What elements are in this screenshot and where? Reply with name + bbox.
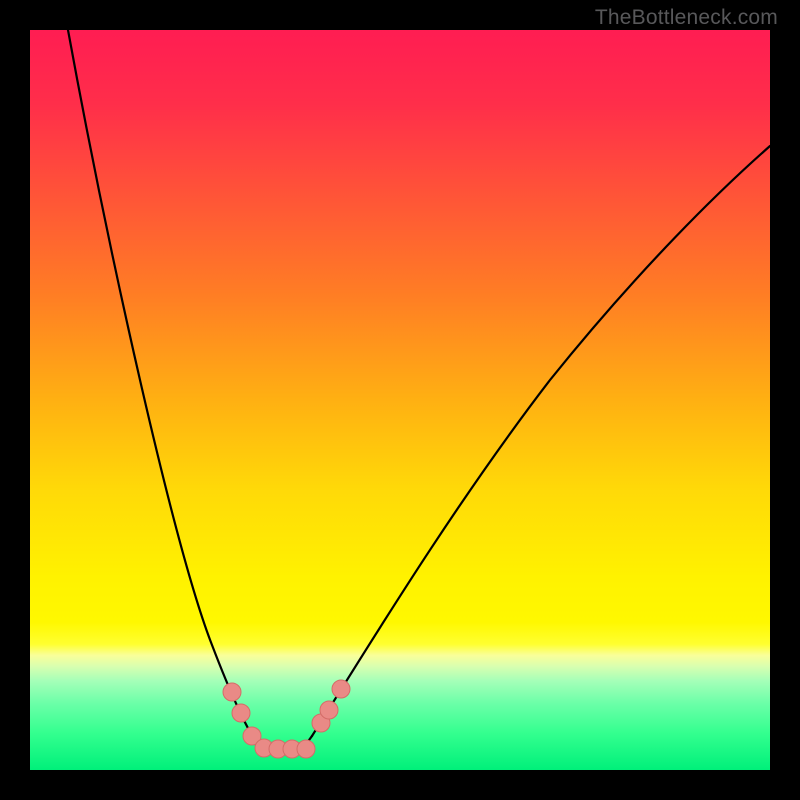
chart-frame: TheBottleneck.com bbox=[0, 0, 800, 800]
data-marker bbox=[232, 704, 250, 722]
plot-area bbox=[30, 30, 770, 770]
watermark-text: TheBottleneck.com bbox=[595, 6, 778, 30]
bottleneck-curve bbox=[30, 30, 770, 770]
data-marker bbox=[297, 740, 315, 758]
data-marker bbox=[223, 683, 241, 701]
data-marker bbox=[332, 680, 350, 698]
data-marker bbox=[320, 701, 338, 719]
curve-segment bbox=[68, 30, 255, 740]
curve-segment bbox=[312, 146, 770, 736]
